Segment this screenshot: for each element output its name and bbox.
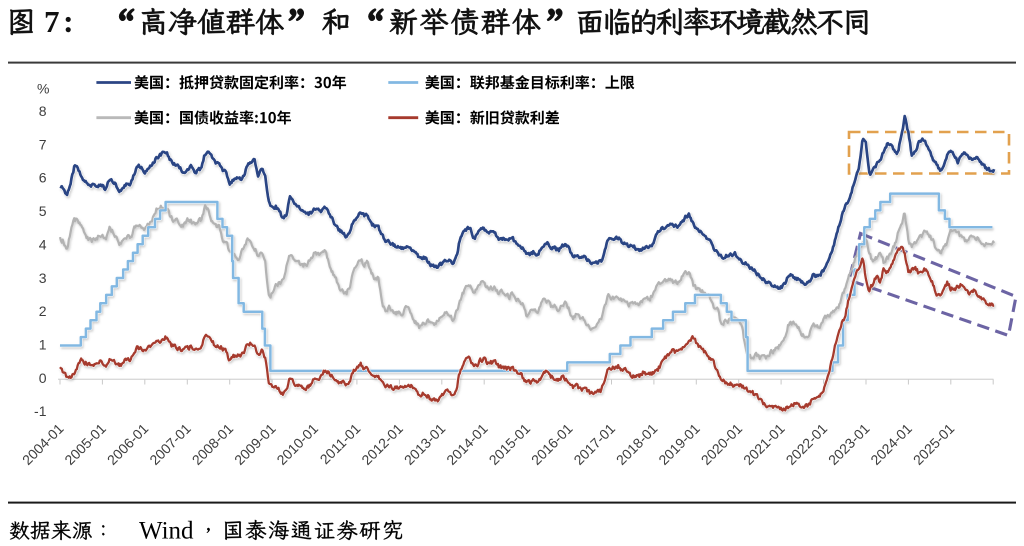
svg-text:2010-01: 2010-01 bbox=[273, 420, 321, 468]
svg-text:2021-01: 2021-01 bbox=[740, 420, 788, 468]
svg-text:2004-01: 2004-01 bbox=[19, 420, 67, 468]
svg-text:2009-01: 2009-01 bbox=[231, 420, 279, 468]
svg-text:2006-01: 2006-01 bbox=[104, 420, 152, 468]
svg-text:7: 7 bbox=[39, 136, 47, 152]
svg-text:-1: -1 bbox=[34, 403, 47, 419]
svg-text:0: 0 bbox=[39, 370, 47, 386]
svg-text:2008-01: 2008-01 bbox=[189, 420, 237, 468]
svg-text:2020-01: 2020-01 bbox=[698, 420, 746, 468]
svg-text:7: 7 bbox=[44, 4, 60, 39]
svg-text:3: 3 bbox=[39, 270, 47, 286]
svg-text:5: 5 bbox=[39, 203, 47, 219]
svg-text:2019-01: 2019-01 bbox=[655, 420, 703, 468]
svg-text:2013-01: 2013-01 bbox=[401, 420, 449, 468]
svg-text:2014-01: 2014-01 bbox=[443, 420, 491, 468]
svg-text:2017-01: 2017-01 bbox=[570, 420, 618, 468]
svg-text:2: 2 bbox=[39, 303, 47, 319]
svg-text:2023-01: 2023-01 bbox=[825, 420, 873, 468]
svg-text:2007-01: 2007-01 bbox=[146, 420, 194, 468]
svg-text:2025-01: 2025-01 bbox=[910, 420, 958, 468]
svg-text:2018-01: 2018-01 bbox=[613, 420, 661, 468]
svg-text:%: % bbox=[37, 81, 49, 97]
svg-text:2016-01: 2016-01 bbox=[528, 420, 576, 468]
svg-text:2011-01: 2011-01 bbox=[317, 420, 364, 467]
svg-text:Wind: Wind bbox=[139, 517, 194, 544]
svg-text:4: 4 bbox=[39, 236, 47, 252]
svg-text:6: 6 bbox=[39, 170, 47, 186]
svg-text:8: 8 bbox=[39, 103, 47, 119]
svg-text:1: 1 bbox=[39, 337, 47, 353]
svg-text:2012-01: 2012-01 bbox=[358, 420, 406, 468]
svg-text:2005-01: 2005-01 bbox=[61, 420, 109, 468]
svg-text::: : bbox=[63, 3, 74, 39]
svg-text:2024-01: 2024-01 bbox=[867, 420, 915, 468]
svg-text:2015-01: 2015-01 bbox=[486, 420, 534, 468]
svg-text:2022-01: 2022-01 bbox=[783, 420, 831, 468]
